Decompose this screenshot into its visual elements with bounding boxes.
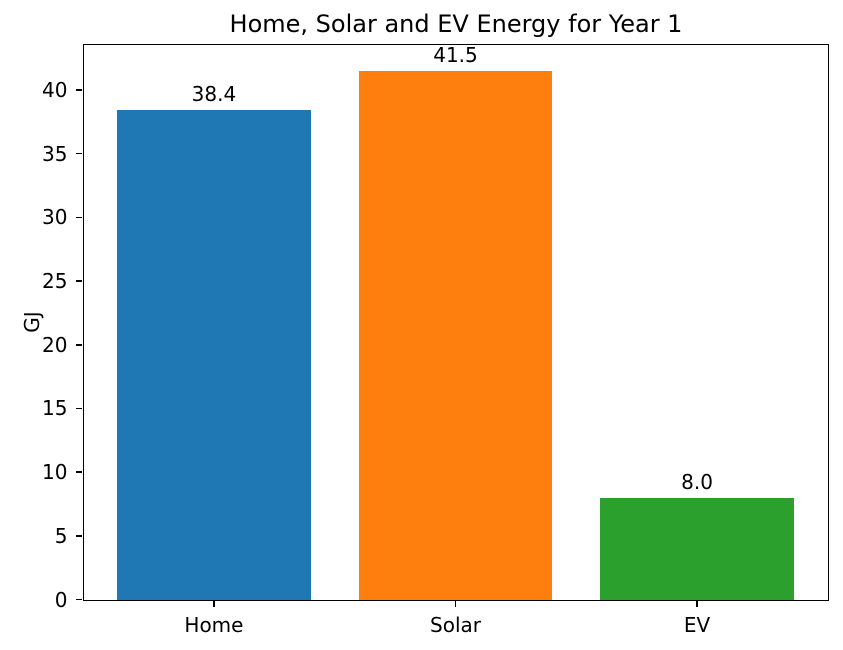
plot-area: 0 5 10 15 20 25 30 35 40 38.4 Home 41.5 Solar 8.0 EV bbox=[42, 42, 829, 637]
y-axis-tick-label: 25 bbox=[42, 269, 68, 294]
x-axis-tick-mark bbox=[696, 601, 698, 607]
y-axis-tick-label: 35 bbox=[42, 141, 68, 166]
y-axis-tick-mark bbox=[76, 344, 82, 346]
bar-value-label: 8.0 bbox=[681, 469, 713, 494]
y-axis-tick-label: 5 bbox=[54, 523, 68, 548]
x-axis-tick-mark bbox=[454, 601, 457, 607]
y-axis-tick-label: 10 bbox=[42, 460, 68, 485]
y-axis-tick-mark bbox=[76, 216, 82, 219]
y-axis-tick-mark bbox=[76, 407, 82, 410]
bar-value-label: 38.4 bbox=[191, 82, 237, 107]
y-axis-tick-mark bbox=[76, 89, 82, 91]
bar-ev bbox=[600, 497, 794, 600]
x-axis-tick-label: Solar bbox=[430, 612, 481, 637]
y-axis-tick-mark bbox=[76, 598, 82, 601]
y-axis-tick-label: 0 bbox=[54, 587, 68, 612]
bar-solar bbox=[358, 70, 553, 600]
y-axis-tick-label: 15 bbox=[42, 396, 68, 421]
y-axis-tick-mark bbox=[76, 280, 82, 282]
y-axis-tick-label: 30 bbox=[42, 205, 68, 230]
chart-title: Home, Solar and EV Energy for Year 1 bbox=[229, 10, 683, 38]
y-axis-tick-label: 20 bbox=[42, 332, 68, 357]
y-axis-tick-label: 40 bbox=[42, 78, 68, 103]
y-axis-tick-mark bbox=[76, 152, 82, 155]
x-axis-tick-label: Home bbox=[184, 612, 244, 637]
x-axis-tick-mark bbox=[213, 601, 215, 607]
x-axis-tick-label: EV bbox=[683, 612, 711, 637]
bar-home bbox=[117, 110, 311, 600]
y-axis-tick-mark bbox=[76, 535, 82, 537]
y-axis-tick-mark bbox=[76, 471, 82, 473]
bar-value-label: 41.5 bbox=[433, 42, 478, 67]
